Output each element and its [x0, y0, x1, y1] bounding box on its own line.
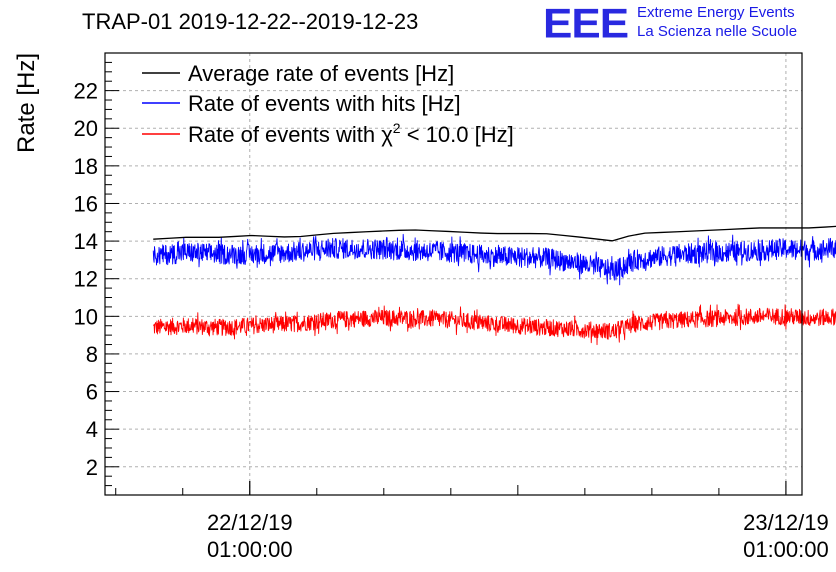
legend-label: Average rate of events [Hz] — [188, 61, 454, 86]
y-axis-label: Rate [Hz] — [13, 53, 40, 153]
logo-text: Extreme Energy Events La Scienza nelle S… — [637, 3, 797, 41]
y-tick-label: 22 — [74, 79, 98, 104]
y-tick-label: 12 — [74, 267, 98, 292]
series-line-hits — [152, 233, 836, 286]
x-tick-label-date: 23/12/19 — [743, 510, 829, 535]
logo-line-1: Extreme Energy Events — [637, 4, 795, 21]
y-tick-label: 20 — [74, 116, 98, 141]
eee-logo: EEE Extreme Energy Events La Scienza nel… — [543, 0, 797, 47]
logo-mark: EEE — [543, 0, 629, 47]
legend-label-part: χ — [381, 122, 393, 147]
y-tick-label: 10 — [74, 304, 98, 329]
legend-label: Rate of events with χ2 < 10.0 [Hz] — [188, 120, 514, 147]
y-tick-label: 8 — [86, 342, 98, 367]
y-tick-label: 14 — [74, 229, 98, 254]
y-tick-label: 2 — [86, 455, 98, 480]
y-tick-label: 6 — [86, 380, 98, 405]
plot-frame — [104, 52, 803, 496]
plot-area — [105, 53, 802, 495]
y-tick-label: 16 — [74, 191, 98, 216]
series-line-chi2 — [152, 303, 836, 346]
x-tick-label-date: 22/12/19 — [207, 510, 293, 535]
legend-label-part: 2 — [393, 120, 401, 136]
x-tick-label-time: 01:00:00 — [743, 537, 829, 562]
x-tick-label-time: 01:00:00 — [207, 537, 293, 562]
series-line-average — [153, 225, 836, 242]
legend-label-part: < 10.0 [Hz] — [401, 122, 514, 147]
y-tick-label: 18 — [74, 154, 98, 179]
chart-title: TRAP-01 2019-12-22--2019-12-23 — [82, 9, 419, 34]
y-tick-label: 4 — [86, 417, 98, 442]
legend-label-part: Rate of events with — [188, 122, 381, 147]
legend-label: Rate of events with hits [Hz] — [188, 91, 461, 116]
logo-line-2: La Scienza nelle Scuole — [637, 23, 798, 40]
